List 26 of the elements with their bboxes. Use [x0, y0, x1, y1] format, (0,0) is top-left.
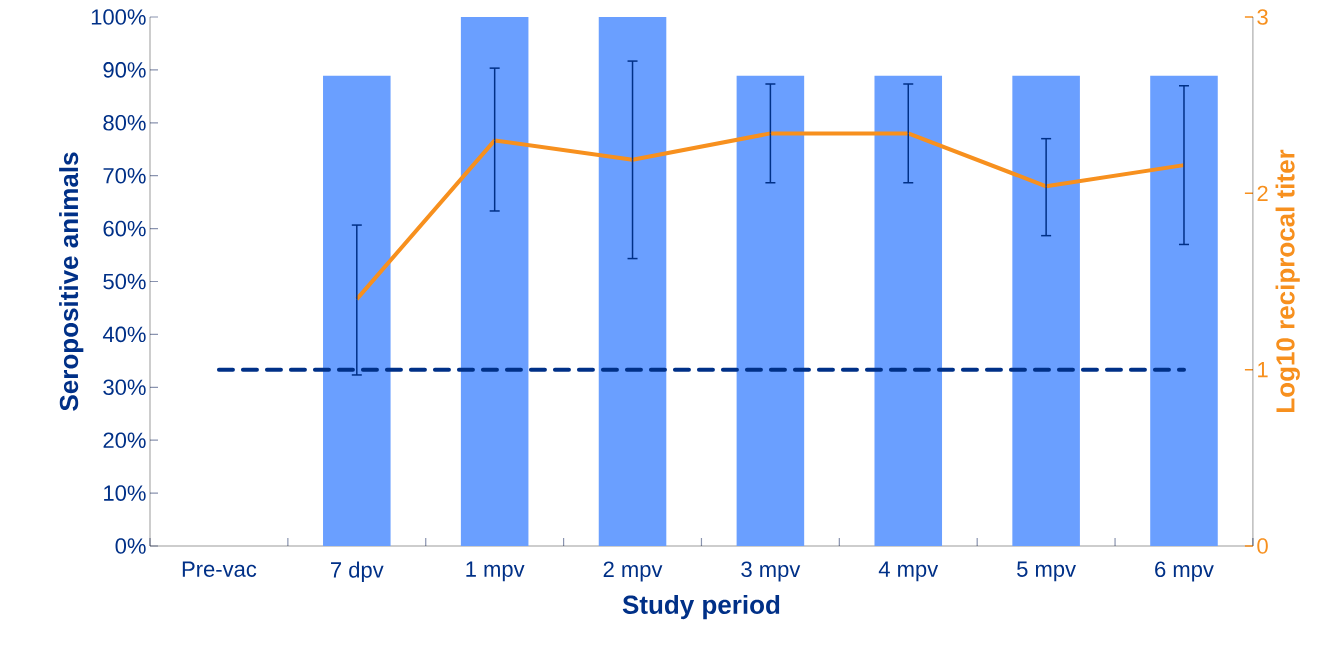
y-tick-label: 50% — [103, 273, 146, 290]
y2-tick-label: 0 — [1257, 538, 1268, 554]
y-axis-title: Seropositive animals — [59, 152, 84, 411]
x-tick-label: 3 mpv — [741, 561, 801, 582]
x-axis-title: Study period — [622, 594, 780, 620]
y2-tick-label: 3 — [1257, 9, 1268, 25]
y-tick-label: 60% — [103, 220, 146, 237]
y-tick-label: 90% — [103, 62, 146, 78]
x-tick-label: 7 dpv — [331, 561, 384, 583]
x-tick-label: 6 mpv — [1155, 561, 1214, 582]
y-tick-label: 0% — [115, 538, 146, 554]
y-tick-label: 70% — [103, 167, 146, 184]
y-tick-label: 30% — [103, 379, 146, 396]
y2-tick-label: 2 — [1257, 185, 1268, 202]
y2-axis-title: Log10 reciprocal titer — [1275, 149, 1300, 412]
y2-tick-label: 1 — [1258, 362, 1268, 378]
x-tick-label: 4 mpv — [878, 561, 939, 582]
y-tick-label: 10% — [104, 485, 146, 501]
y-tick-label: 40% — [102, 326, 146, 343]
y-tick-label: 100% — [91, 9, 146, 25]
x-tick-label: 5 mpv — [1017, 561, 1076, 582]
x-tick-label: 2 mpv — [603, 561, 663, 582]
y-tick-label: 80% — [103, 115, 146, 131]
y-tick-label: 20% — [103, 432, 146, 448]
x-tick-label: Pre-vac — [182, 561, 257, 577]
x-tick-label: 1 mpv — [466, 561, 525, 582]
